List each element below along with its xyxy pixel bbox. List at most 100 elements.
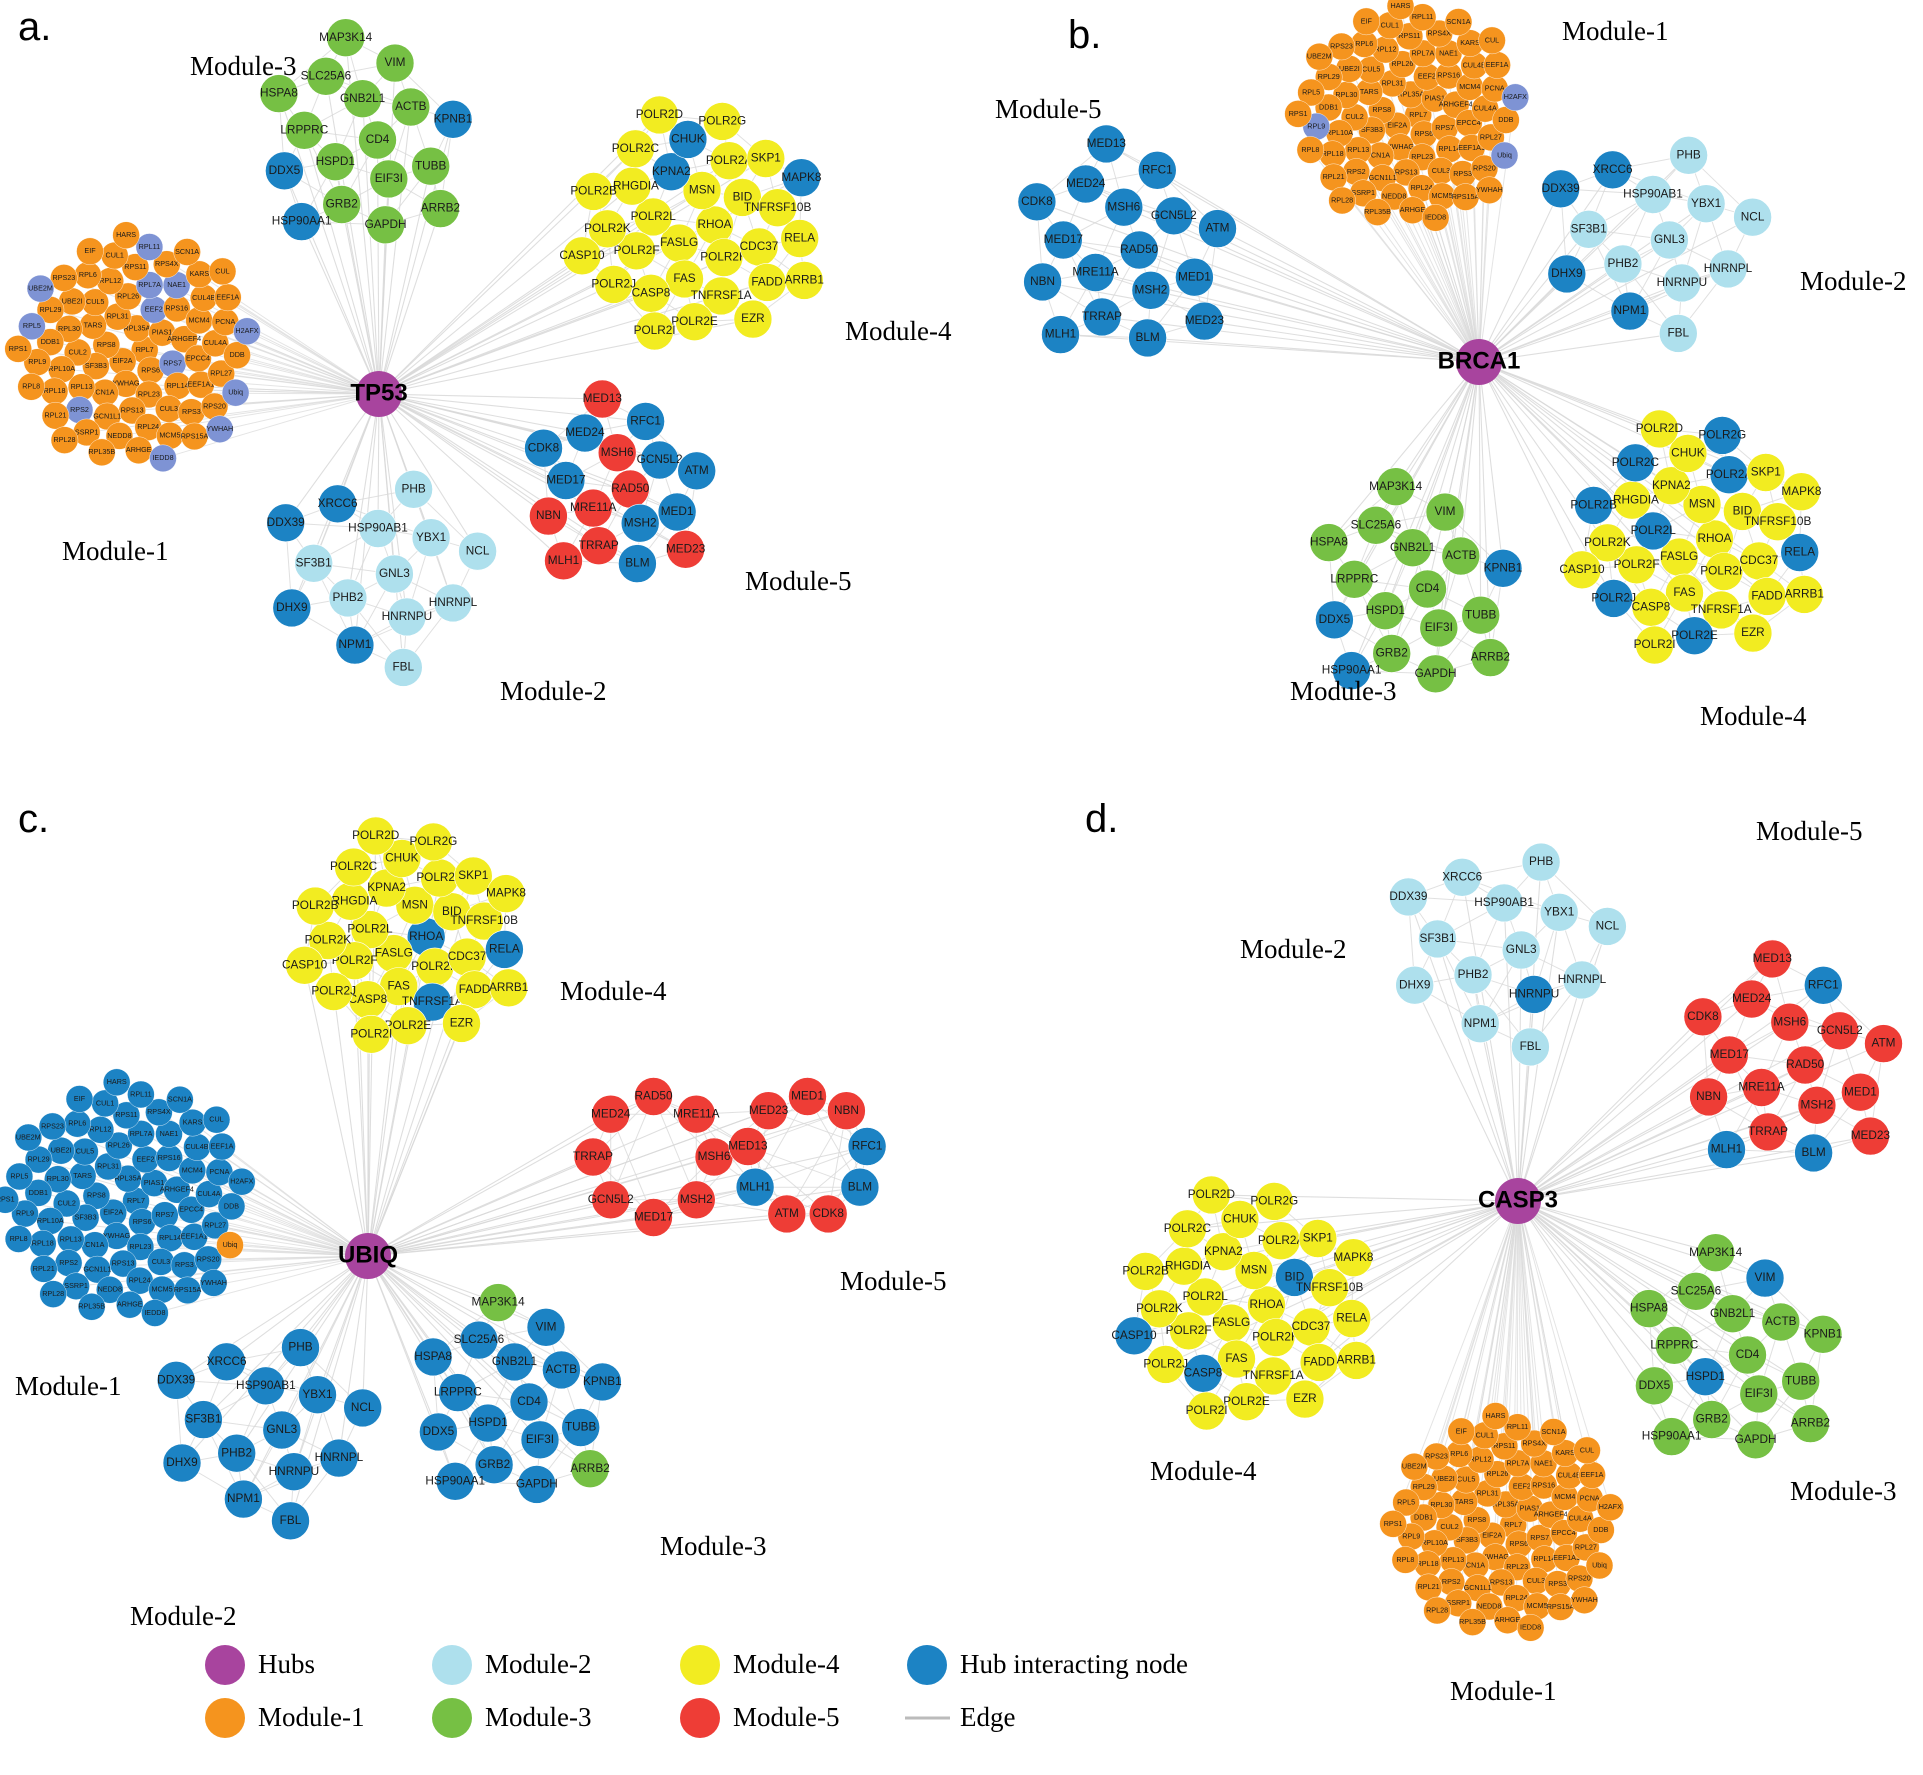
svg-text:POLR2E: POLR2E	[671, 314, 718, 328]
svg-text:RAD50: RAD50	[1786, 1057, 1824, 1071]
svg-text:RPS6: RPS6	[133, 1217, 152, 1226]
svg-text:RHOA: RHOA	[1249, 1297, 1283, 1311]
svg-text:FBL: FBL	[392, 660, 414, 674]
svg-text:POLR2B: POLR2B	[1570, 498, 1617, 512]
svg-text:POLR2C: POLR2C	[1164, 1221, 1212, 1235]
svg-text:EPCC4: EPCC4	[186, 353, 210, 362]
svg-text:EIF: EIF	[1361, 16, 1373, 25]
svg-text:GNL3: GNL3	[379, 566, 410, 580]
svg-text:RPS23: RPS23	[41, 1121, 64, 1130]
svg-text:MED13: MED13	[1753, 951, 1793, 965]
svg-text:IEDD8: IEDD8	[1425, 213, 1446, 222]
svg-text:RPL18: RPL18	[32, 1239, 54, 1248]
svg-text:MAPK8: MAPK8	[1333, 1250, 1373, 1264]
svg-text:NAE1: NAE1	[160, 1129, 179, 1138]
svg-text:CUL3: CUL3	[160, 404, 178, 413]
svg-text:HSP90AA1: HSP90AA1	[425, 1473, 485, 1487]
svg-text:RPS6: RPS6	[1414, 129, 1433, 138]
svg-text:MSH2: MSH2	[680, 1192, 713, 1206]
svg-text:YBX1: YBX1	[302, 1387, 332, 1401]
svg-text:MSH6: MSH6	[601, 445, 634, 459]
svg-text:RPL9: RPL9	[1307, 122, 1325, 131]
svg-text:RPL14: RPL14	[1533, 1554, 1555, 1563]
svg-text:RPL26: RPL26	[108, 1141, 130, 1150]
svg-text:XRCC6: XRCC6	[207, 1354, 247, 1368]
svg-text:RPS13: RPS13	[1395, 167, 1418, 176]
svg-text:MED23: MED23	[1851, 1128, 1891, 1142]
svg-text:MAP3K14: MAP3K14	[472, 1295, 526, 1309]
svg-text:Module-5: Module-5	[1756, 816, 1862, 846]
svg-text:RPL13: RPL13	[60, 1234, 82, 1243]
svg-text:ARHGE: ARHGE	[117, 1300, 143, 1309]
svg-text:KPNB1: KPNB1	[583, 1374, 622, 1388]
svg-text:RPL7A: RPL7A	[1507, 1458, 1530, 1467]
svg-text:EEF2: EEF2	[1418, 72, 1436, 81]
svg-text:HNRNPU: HNRNPU	[269, 1464, 319, 1478]
svg-text:FASLG: FASLG	[660, 235, 698, 249]
svg-text:MSN: MSN	[1241, 1263, 1267, 1277]
svg-text:TUBB: TUBB	[1785, 1373, 1817, 1387]
svg-text:GCN5L2: GCN5L2	[588, 1192, 634, 1206]
svg-text:ATM: ATM	[775, 1206, 799, 1220]
svg-text:MSH6: MSH6	[1773, 1014, 1806, 1028]
svg-text:HSP90AA1: HSP90AA1	[1642, 1429, 1702, 1443]
svg-text:DDB1: DDB1	[1319, 102, 1338, 111]
svg-text:HNRNPL: HNRNPL	[315, 1450, 364, 1464]
svg-text:CUL4B: CUL4B	[192, 293, 215, 302]
svg-text:DDX5: DDX5	[423, 1424, 455, 1438]
svg-text:Module-4: Module-4	[1700, 701, 1807, 731]
svg-text:DDB1: DDB1	[1414, 1512, 1433, 1521]
svg-text:RPL11: RPL11	[1507, 1422, 1528, 1431]
svg-text:CUL: CUL	[1485, 35, 1499, 44]
svg-text:CD4: CD4	[517, 1394, 541, 1408]
svg-text:RPL23: RPL23	[138, 389, 160, 398]
svg-text:Ubiq: Ubiq	[1497, 150, 1512, 159]
svg-text:Module-4: Module-4	[560, 976, 667, 1006]
svg-text:a.: a.	[18, 5, 51, 49]
svg-text:YWHAH: YWHAH	[200, 1278, 227, 1287]
svg-text:YBX1: YBX1	[416, 530, 446, 544]
svg-text:RPL8: RPL8	[1301, 145, 1319, 154]
svg-text:CDK8: CDK8	[812, 1206, 844, 1220]
svg-text:KPNB1: KPNB1	[1484, 560, 1523, 574]
svg-text:TP53: TP53	[350, 379, 407, 406]
svg-text:RPS8: RPS8	[1372, 105, 1391, 114]
svg-text:RPL27: RPL27	[1480, 132, 1502, 141]
svg-text:EZR: EZR	[1741, 625, 1765, 639]
svg-text:YBX1: YBX1	[1544, 904, 1574, 918]
svg-text:GCN1L1: GCN1L1	[93, 411, 121, 420]
svg-text:Module-1: Module-1	[15, 1371, 121, 1401]
svg-text:Module-2: Module-2	[485, 1649, 591, 1679]
svg-text:SF3B1: SF3B1	[1571, 221, 1607, 235]
svg-text:RPL24: RPL24	[129, 1276, 151, 1285]
svg-text:DDB: DDB	[224, 1201, 239, 1210]
svg-text:POLR2L: POLR2L	[631, 209, 677, 223]
svg-text:HSP90AA1: HSP90AA1	[272, 214, 332, 228]
svg-text:GNB2L1: GNB2L1	[1390, 540, 1435, 554]
svg-text:ARHGEF4: ARHGEF4	[1534, 1510, 1568, 1519]
svg-text:POLR2K: POLR2K	[1136, 1301, 1183, 1315]
svg-text:RPL5: RPL5	[1397, 1497, 1415, 1506]
svg-text:GNB2L1: GNB2L1	[340, 91, 385, 105]
svg-text:TARS: TARS	[1455, 1497, 1474, 1506]
svg-text:RPS8: RPS8	[1467, 1515, 1486, 1524]
svg-text:PHB2: PHB2	[221, 1445, 252, 1459]
svg-text:PCNA: PCNA	[1580, 1494, 1600, 1503]
svg-text:RPL35B: RPL35B	[78, 1302, 105, 1311]
svg-text:LRPPRC: LRPPRC	[434, 1385, 482, 1399]
svg-text:Module-5: Module-5	[745, 566, 851, 596]
svg-text:MCM4: MCM4	[1459, 82, 1480, 91]
svg-text:RPL27: RPL27	[1575, 1542, 1597, 1551]
svg-text:RPL27: RPL27	[210, 369, 232, 378]
svg-text:H2AFX: H2AFX	[230, 1177, 253, 1186]
svg-text:RPS6: RPS6	[141, 365, 160, 374]
svg-text:EZR: EZR	[741, 311, 765, 325]
svg-text:VIM: VIM	[1755, 1270, 1776, 1284]
svg-text:SSRP1: SSRP1	[64, 1281, 88, 1290]
svg-text:RPL30: RPL30	[58, 324, 80, 333]
svg-text:RPS4X: RPS4X	[147, 1107, 171, 1116]
svg-text:RPL23: RPL23	[1506, 1562, 1528, 1571]
svg-text:CUL5: CUL5	[1457, 1475, 1475, 1484]
svg-text:POLR2A: POLR2A	[1258, 1233, 1305, 1247]
svg-text:PCNA: PCNA	[215, 317, 235, 326]
